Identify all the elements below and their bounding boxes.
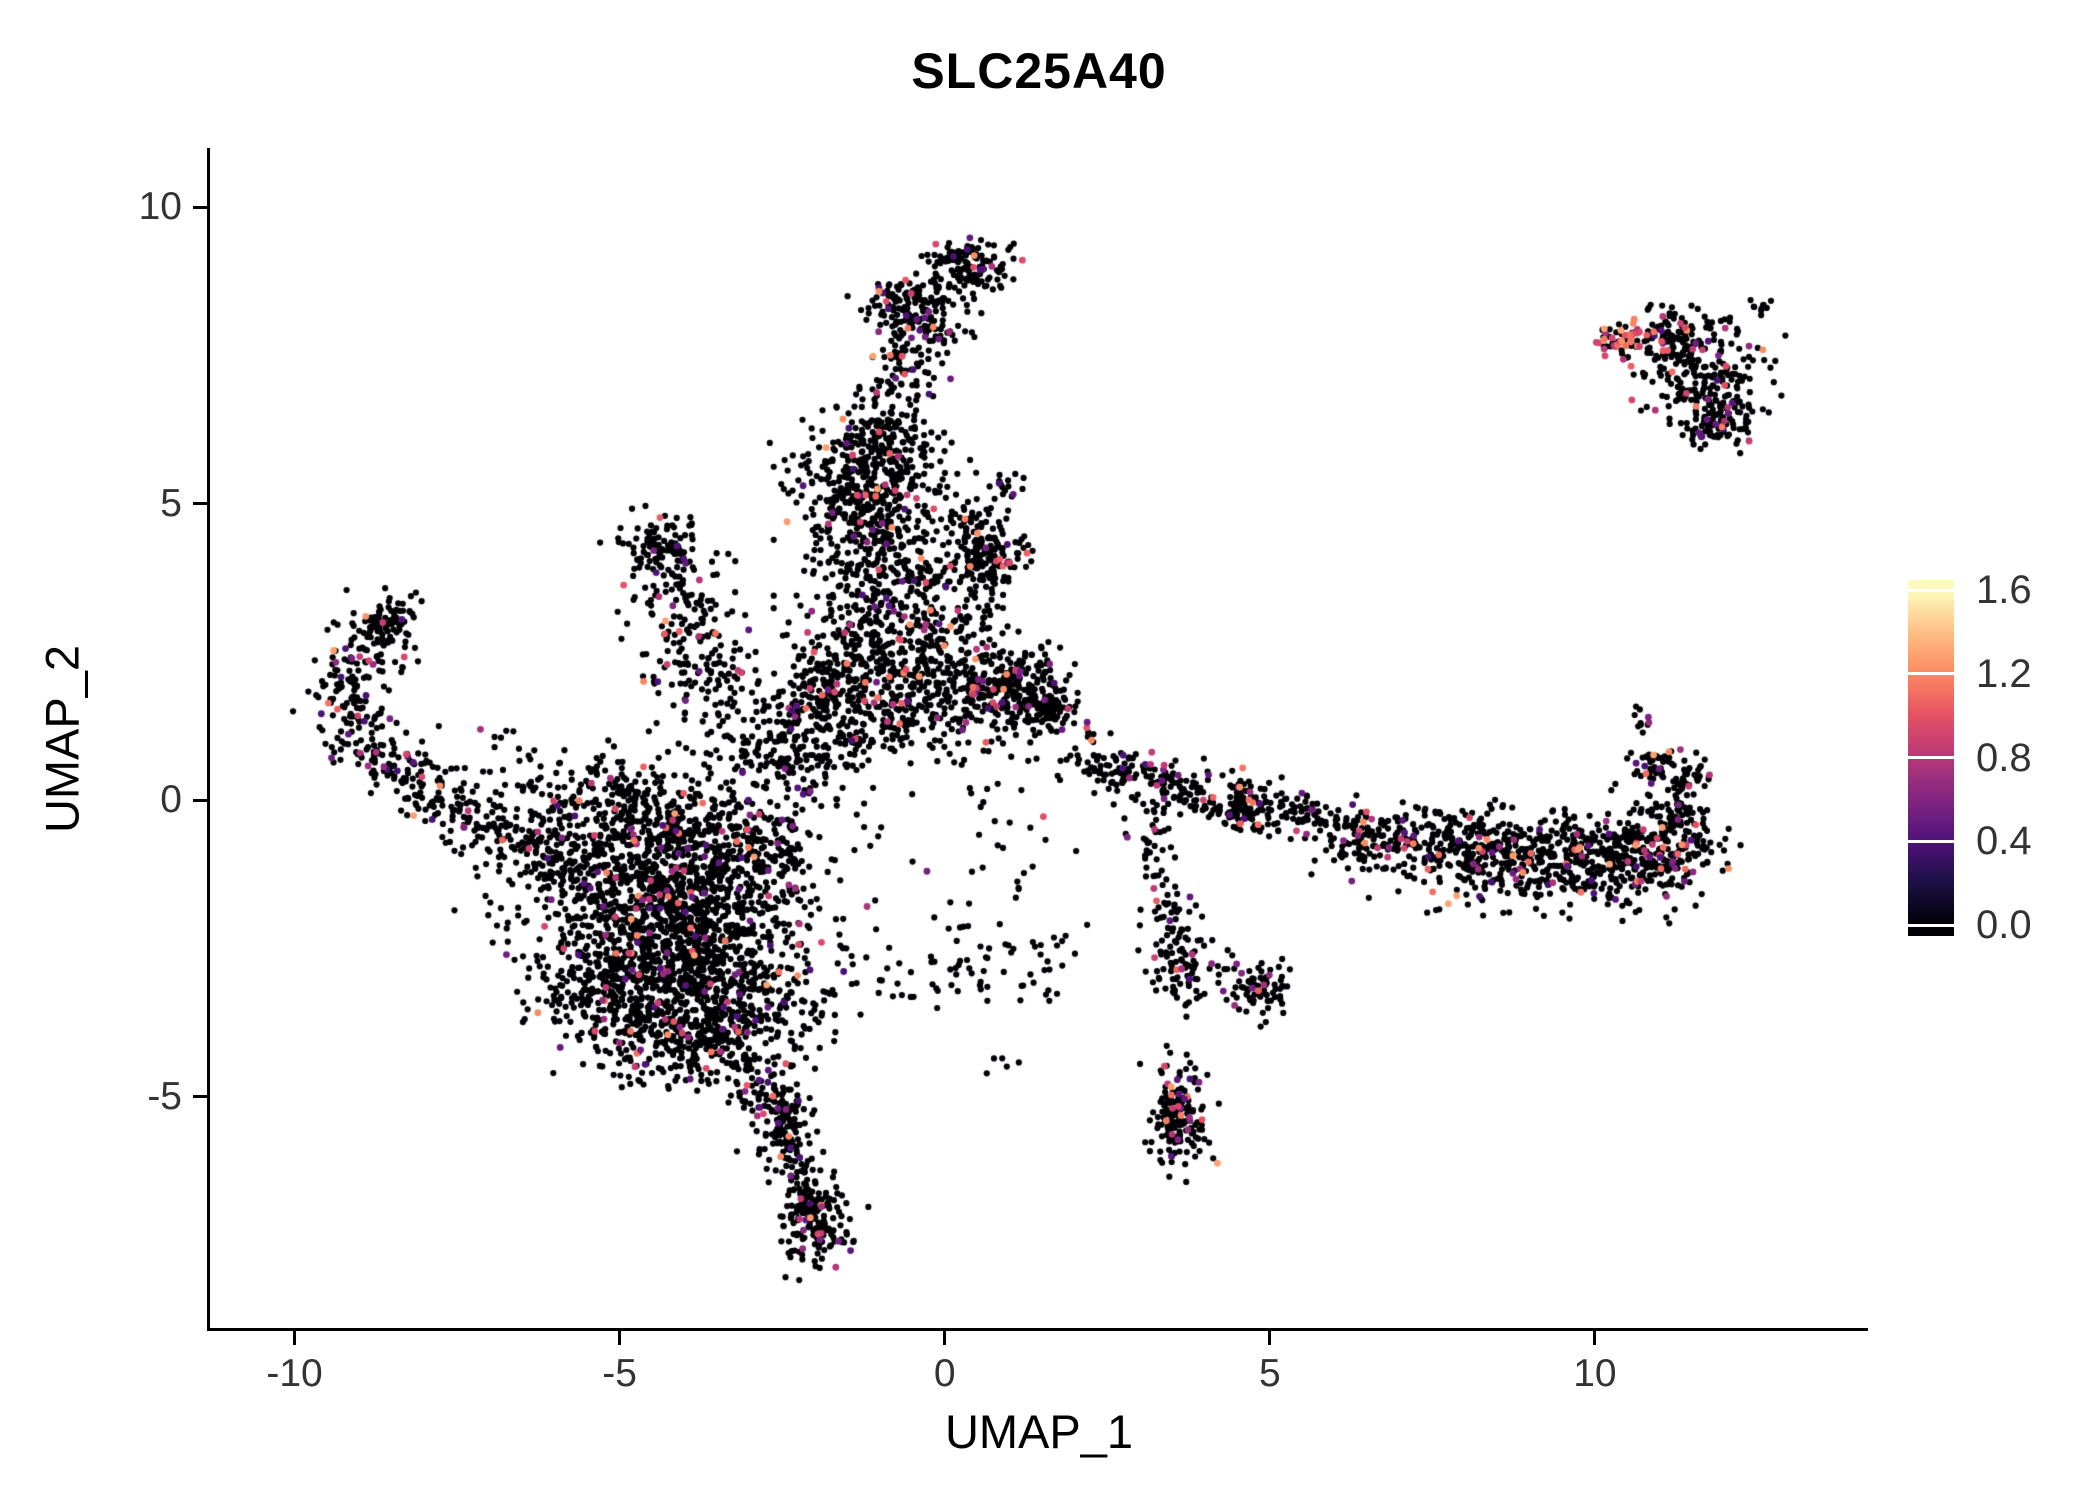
colorbar-tick-mark [1908, 756, 1954, 759]
y-tick-label: 10 [138, 185, 182, 229]
colorbar-tick-label: 0.0 [1976, 903, 2032, 947]
y-tick-label: -5 [147, 1074, 182, 1118]
y-tick-mark [193, 798, 207, 802]
y-tick-mark [193, 502, 207, 506]
x-tick-label: -10 [266, 1352, 323, 1395]
x-tick-mark [943, 1331, 947, 1345]
colorbar-tick-mark [1908, 588, 1954, 592]
y-tick-label: 5 [160, 481, 182, 525]
colorbar-tick-mark [1908, 672, 1954, 676]
plot-title: SLC25A40 [911, 43, 1167, 99]
x-tick-label: 10 [1573, 1352, 1617, 1395]
x-tick-mark [1268, 1331, 1272, 1345]
x-axis-line [207, 1328, 1868, 1331]
colorbar-tick-label: 0.4 [1976, 819, 2032, 864]
x-tick-mark [618, 1331, 622, 1345]
x-tick-mark [1593, 1331, 1597, 1345]
colorbar-tick-label: 1.2 [1976, 651, 2032, 696]
x-tick-mark [293, 1331, 297, 1345]
x-tick-label: 0 [933, 1352, 956, 1395]
y-axis-label: UMAP_2 [35, 644, 89, 834]
colorbar-tick-label: 1.6 [1976, 568, 2032, 612]
y-axis-line [207, 148, 210, 1331]
colorbar-tick-mark [1908, 923, 1954, 927]
y-tick-mark [193, 205, 207, 209]
colorbar-gradient [1908, 580, 1954, 936]
x-axis-label: UMAP_1 [944, 1405, 1134, 1458]
colorbar-legend [1908, 580, 1954, 936]
x-tick-label: 5 [1258, 1352, 1281, 1395]
colorbar-tick-mark [1908, 839, 1954, 843]
colorbar-tick-label: 0.8 [1976, 735, 2032, 780]
x-tick-label: -5 [602, 1352, 637, 1395]
y-tick-label: 0 [160, 778, 182, 822]
y-tick-mark [193, 1095, 207, 1099]
